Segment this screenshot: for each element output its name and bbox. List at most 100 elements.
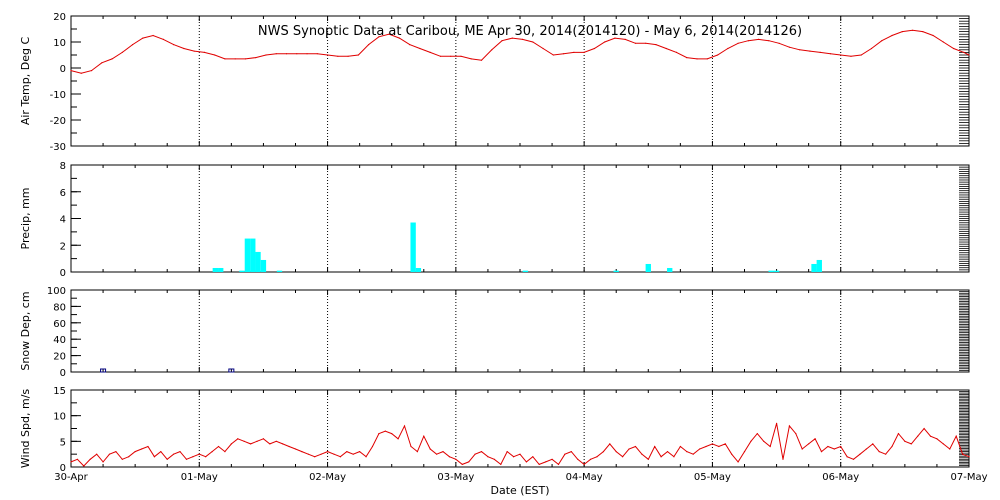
air-temp-point [870,47,873,50]
y-tick-label: 20 [53,12,66,23]
wind-speed-point [929,435,932,437]
wind-speed-point [872,443,874,445]
y-tick-label: 80 [53,302,66,313]
wind-speed-point [808,443,810,445]
air-temp-point [173,44,175,46]
wind-speed-point [731,453,733,455]
air-temp-point [665,47,667,50]
air-temp-point [860,54,862,56]
y-tick-label: 20 [53,352,66,363]
air-temp-point [604,41,606,43]
wind-speed-point [724,443,726,445]
air-temp-point [911,29,914,31]
wind-speed-point [833,448,835,450]
wind-speed-point [583,463,585,466]
y-tick-label: 6 [60,188,66,199]
y-tick-label: 10 [53,38,66,49]
wind-speed-point [961,453,964,455]
wind-speed-point [115,451,117,453]
wind-speed-point [339,456,341,458]
air-temp-point [778,42,780,44]
wind-speed-point [140,448,143,450]
wind-speed-point [769,445,771,448]
y-tick-label: 4 [60,215,66,226]
air-temp-point [819,51,821,54]
wind-speed-point [512,456,515,458]
wind-speed-point [564,453,566,455]
wind-speed-point [917,435,919,437]
wind-speed-point [429,448,431,450]
wind-speed-point [153,456,155,458]
y-axis-title: Wind Spd, m/s [19,389,32,469]
y-tick-label: -10 [50,90,66,101]
air-temp-point [840,54,842,56]
air-temp-point [573,51,575,54]
wind-speed-point [692,453,694,455]
air-temp-point [214,54,216,56]
panel-snow-depth: 0 20 40 60 80 100 Snow Dep, cm [19,286,970,379]
wind-speed-point [852,458,855,460]
wind-speed-point [487,456,489,458]
air-temp-point [521,38,524,41]
air-temp-point [511,37,513,39]
wind-speed-point [897,433,900,435]
wind-speed-point [352,453,354,455]
wind-speed-point [711,443,714,445]
wind-speed-point [814,438,816,440]
plot-frame [70,389,970,468]
air-temp-point [593,47,596,50]
wind-speed-point [859,453,861,455]
wind-speed-point [545,461,547,463]
precip-bar [816,259,822,272]
air-temp-point [316,53,318,55]
y-tick-label: -20 [50,116,66,127]
wind-speed-point [955,435,957,437]
wind-speed-point [500,463,502,466]
y-axis-title: Precip, mm [19,188,32,250]
wind-speed-point [827,445,829,448]
wind-speed-point [654,445,656,448]
air-temp-point [501,40,503,42]
precip-bar [415,267,422,272]
wind-speed-point [788,425,791,427]
air-temp-point [326,54,329,56]
air-temp-point [901,31,903,33]
y-tick-label: 0 [60,368,66,379]
precip-bar [255,251,261,272]
wind-speed-point [538,463,540,466]
wind-speed-point [885,453,887,455]
wind-speed-point [525,461,528,463]
wind-speed-point [378,433,380,435]
air-temp-point [162,38,164,41]
air-temp-point [296,53,298,55]
wind-speed-point [795,433,797,435]
wind-speed-point [198,453,200,455]
wind-speed-point [942,443,944,445]
wind-speed-point [519,453,521,455]
wind-speed-point [756,433,758,435]
wind-speed-point [448,456,451,458]
wind-speed-point [480,451,483,453]
air-temp-point [450,55,452,57]
wind-speed-point [949,448,951,450]
air-temp-point [542,47,544,50]
air-temp-point [101,62,103,64]
air-temp-point [788,46,791,48]
x-tick-label: 06-May [822,472,859,483]
snow-depth-marker [100,368,107,373]
precip-bar [218,267,224,272]
air-temp-point [470,58,472,60]
wind-speed-point [205,456,207,458]
air-temp-point [80,72,82,74]
air-temp-point [799,49,801,51]
air-temp-point [624,38,626,41]
air-temp-point [306,53,308,55]
precip-bar [250,238,256,272]
air-temp-point [337,55,339,57]
panel-precip: 0 2 4 6 8 Precip, mm [19,161,970,279]
air-temp-point [706,58,708,60]
air-temp-point [491,49,493,51]
air-temp-point [850,55,852,57]
y-tick-label: 0 [60,268,66,279]
wind-speed-point [622,456,624,458]
